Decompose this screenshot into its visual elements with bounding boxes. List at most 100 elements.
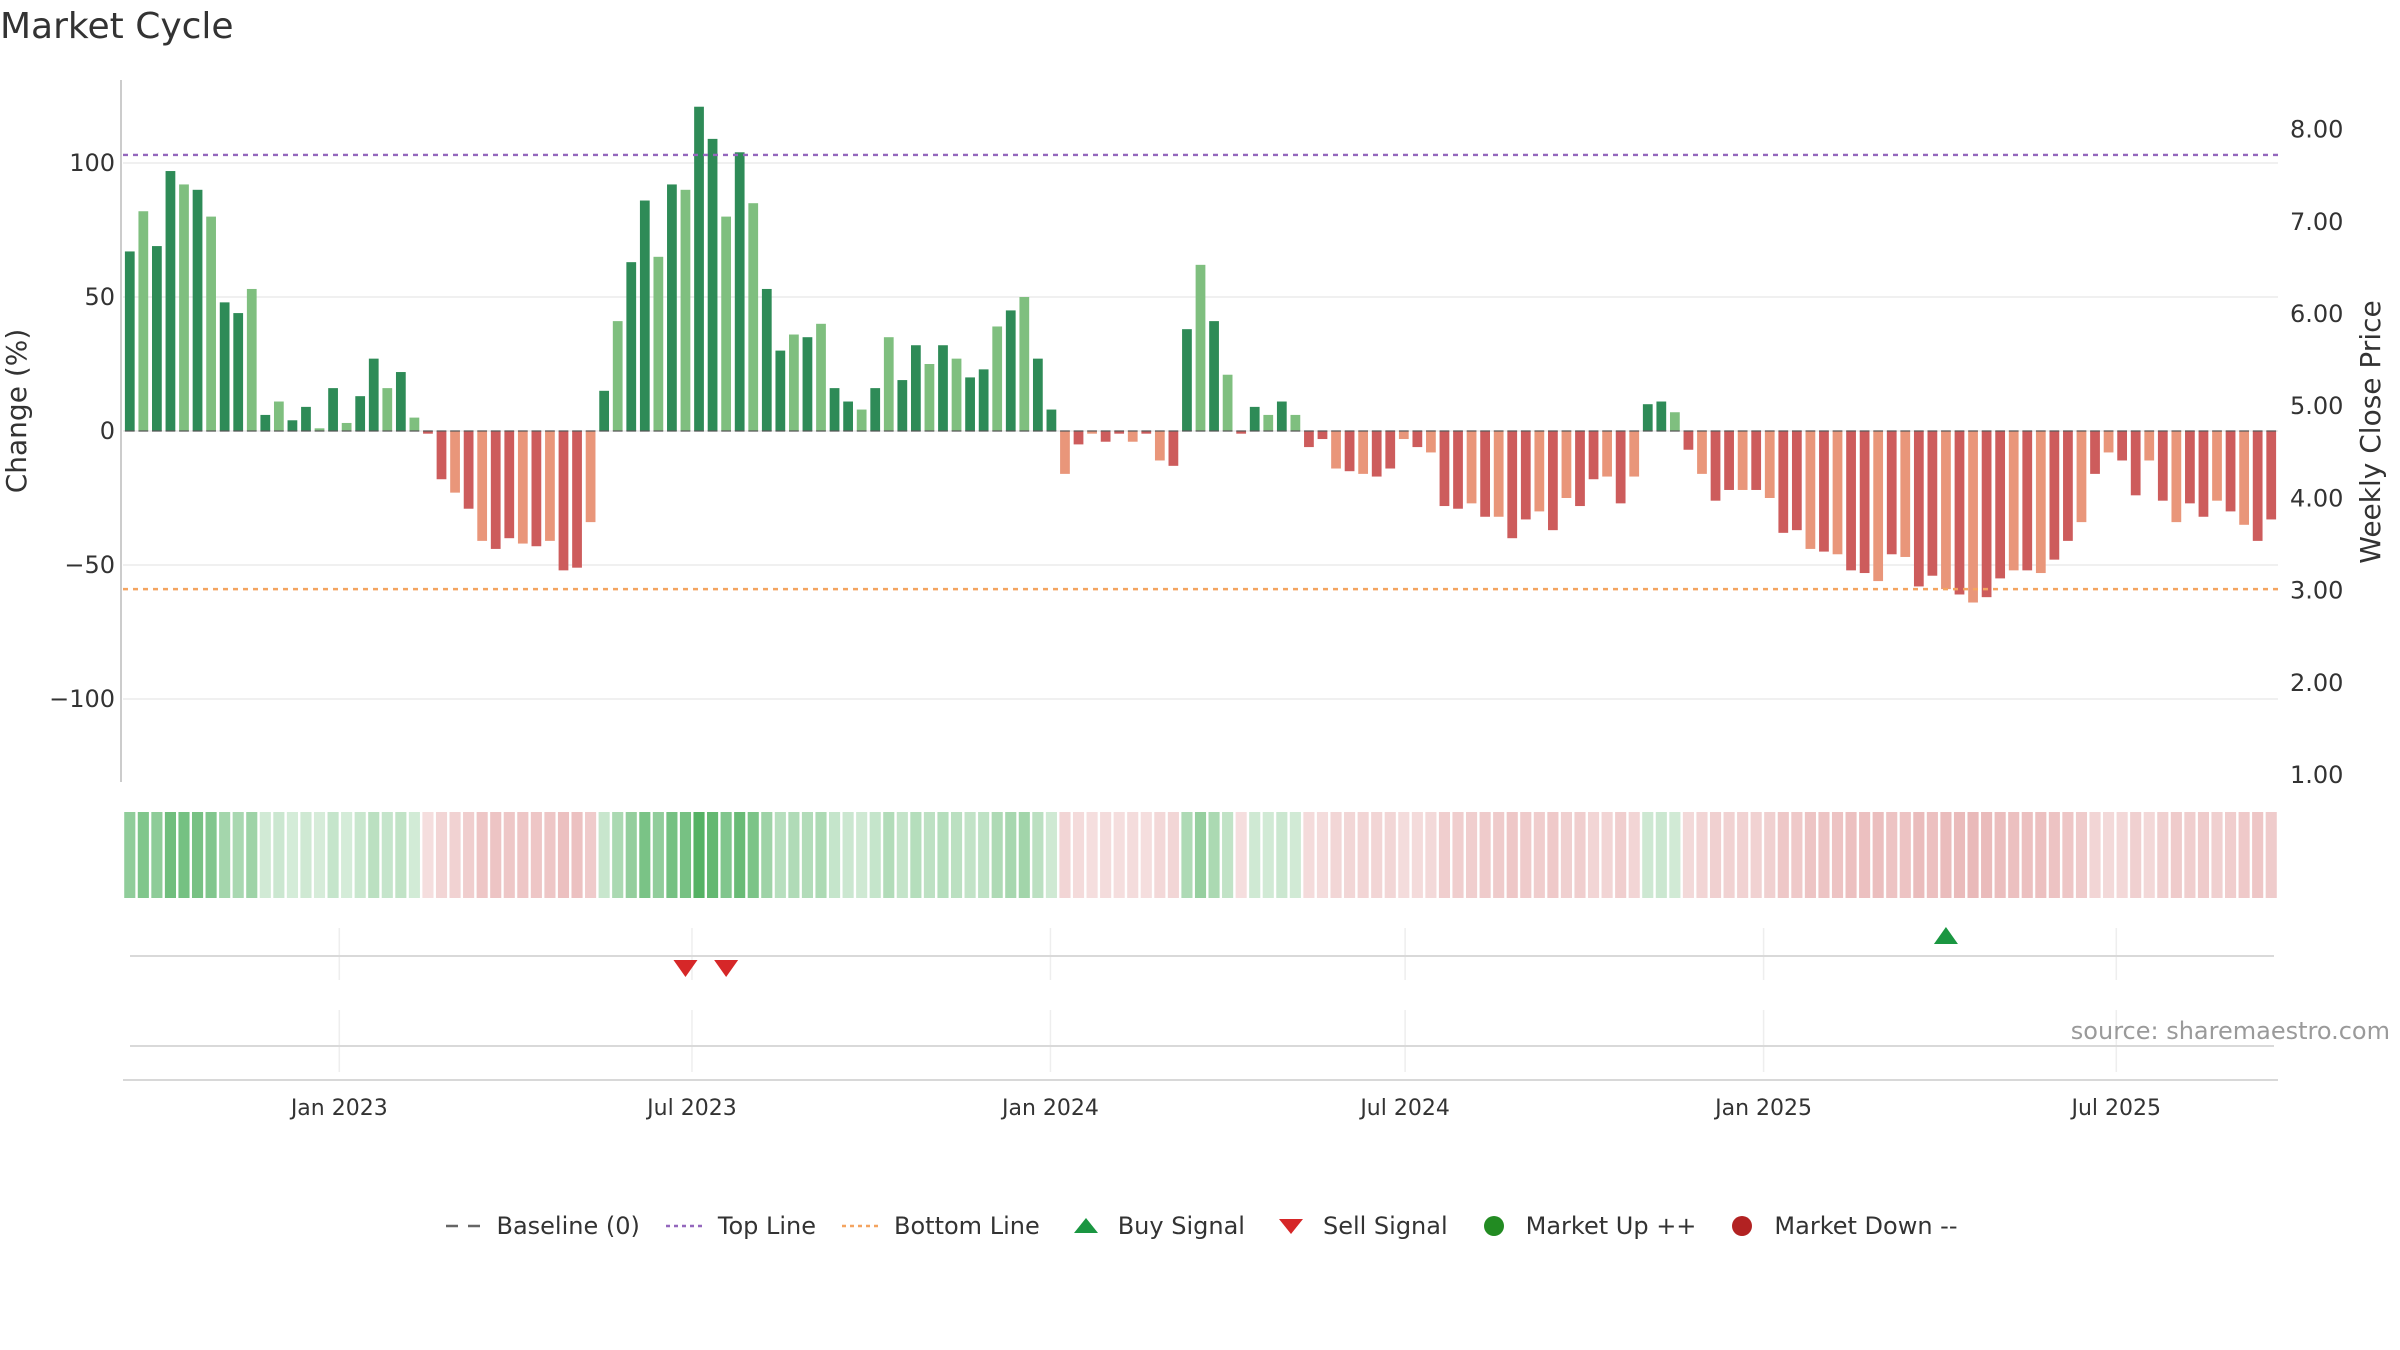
x-tick-label: Jul 2024 (1358, 1096, 1450, 1121)
change-bar (1927, 431, 1938, 576)
change-bar (1060, 431, 1070, 474)
change-bar (1832, 431, 1843, 555)
heat-band-cell (1967, 812, 1979, 898)
heat-band-cell (1533, 812, 1545, 898)
change-bar (761, 288, 772, 431)
change-bar (531, 431, 542, 547)
change-bar (707, 138, 718, 431)
heat-band-cell (259, 812, 271, 898)
dotted-line-icon (665, 1224, 706, 1228)
heat-band-cell (300, 812, 312, 898)
change-bar (2171, 431, 2182, 523)
heat-band-cell (788, 812, 800, 898)
change-bar (802, 337, 813, 431)
change-bar (734, 152, 745, 431)
sell-signal-icon (714, 960, 739, 977)
heat-band-cell (1506, 812, 1518, 898)
change-bar (1819, 431, 1829, 552)
heat-band-cell (1520, 812, 1532, 898)
change-bar (1615, 431, 1626, 504)
change-bar (1412, 431, 1423, 448)
heat-band-cell (1601, 812, 1613, 898)
heat-band-cell (734, 812, 746, 898)
heat-band-cell (2211, 812, 2223, 898)
heat-band-cell (598, 812, 610, 898)
change-bar (1534, 431, 1545, 512)
change-bar (1954, 431, 1965, 595)
change-bar (1087, 431, 1097, 434)
change-bar (1195, 264, 1206, 431)
heat-band-cell (707, 812, 719, 898)
change-bar (1846, 431, 1856, 571)
heat-band-cell (1764, 812, 1776, 898)
legend-label: Market Up ++ (1525, 1212, 1697, 1240)
change-bar (355, 396, 366, 431)
change-bar (1669, 412, 1680, 431)
heat-band-cell (2021, 812, 2033, 898)
change-bar (2076, 431, 2087, 523)
change-bar (1873, 431, 1884, 582)
change-bar (1263, 414, 1274, 431)
y2-tick-label: 7.00 (2290, 208, 2343, 236)
x-tick-label: Jan 2024 (1000, 1096, 1099, 1121)
heat-band-cell (1072, 812, 1085, 898)
legend-item: Market Down -- (1720, 1212, 1958, 1240)
change-bar (246, 288, 257, 431)
change-bar (1019, 297, 1030, 431)
change-bar (951, 358, 962, 431)
heat-band-cell (2265, 812, 2277, 898)
x-tick-label: Jul 2023 (645, 1096, 737, 1121)
change-bar (1981, 431, 1992, 598)
heat-band-cell (422, 812, 434, 898)
change-bar (938, 345, 948, 431)
change-bar (1032, 358, 1043, 431)
y2-axis-title: Weekly Close Price (2354, 300, 2387, 563)
change-bar (1209, 321, 1219, 431)
change-bar (395, 372, 406, 431)
source-credit: source: sharemaestro.com (2070, 1017, 2390, 1045)
heat-band-cell (137, 812, 149, 898)
change-bar (1995, 431, 2006, 579)
change-bar (165, 171, 176, 432)
heat-band-cell (2157, 812, 2169, 898)
change-bar (368, 358, 379, 431)
change-bar (1304, 431, 1314, 448)
heat-band-cell (1235, 812, 1247, 898)
change-bar (341, 422, 352, 431)
change-bar (314, 428, 325, 431)
axes (120, 80, 2278, 1081)
heat-band-cell (1181, 812, 1193, 898)
change-bar (219, 302, 230, 431)
heat-band-cell (1330, 812, 1342, 898)
heat-band-cell (1194, 812, 1207, 898)
change-bar (789, 334, 799, 431)
change-bar (2266, 431, 2277, 520)
heat-band-cell (178, 812, 190, 898)
change-bar (409, 417, 420, 431)
heat-band-cell (1994, 812, 2006, 898)
change-bar (1778, 431, 1789, 533)
change-bar (1276, 401, 1287, 431)
change-bar (2117, 431, 2128, 461)
heat-band-cell (1872, 812, 1884, 898)
heat-band-cell (530, 812, 542, 898)
change-bar (1493, 431, 1504, 517)
heat-band-cell (1262, 812, 1274, 898)
heat-band-cell (1804, 812, 1816, 898)
change-bar (2185, 431, 2195, 504)
heat-band-cell (368, 812, 380, 898)
heat-band-cell (964, 812, 976, 898)
circle-icon (1732, 1216, 1753, 1236)
heat-band-cell (1249, 812, 1261, 898)
change-bar (1697, 431, 1707, 474)
heat-band-cell (1791, 812, 1803, 898)
change-bar (1507, 431, 1518, 539)
heat-band-cell (2008, 812, 2020, 898)
heat-band-cell (517, 812, 529, 898)
change-bar (829, 388, 840, 431)
heat-band-cell (1276, 812, 1288, 898)
heat-band-cell (1628, 812, 1640, 898)
change-bar (2022, 431, 2033, 571)
heat-band-cell (1208, 812, 1220, 898)
change-bar (1371, 431, 1382, 477)
